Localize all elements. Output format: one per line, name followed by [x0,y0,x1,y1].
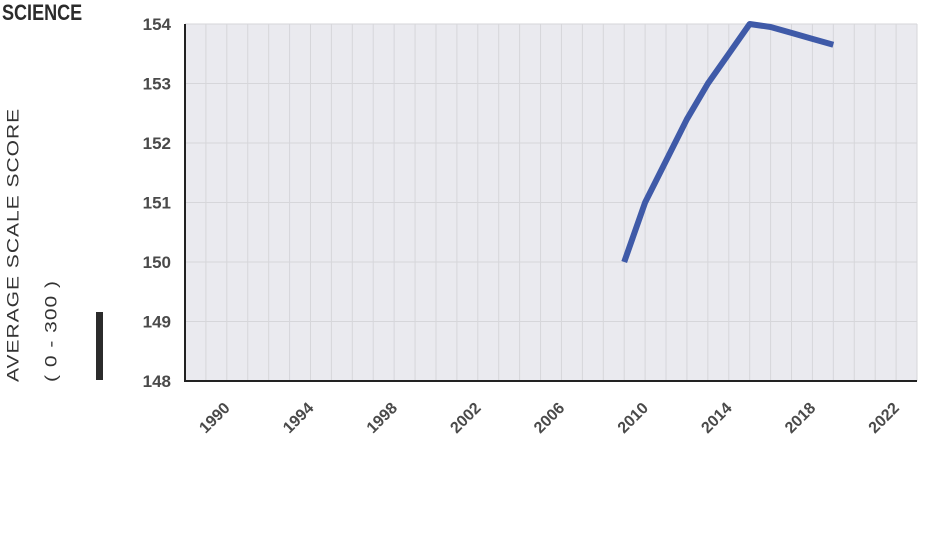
y-tick-label: 151 [143,194,171,213]
x-tick-label: 2006 [531,400,568,437]
y-tick-label: 149 [143,313,171,332]
series-line [621,21,835,263]
x-tick-label: 1998 [364,400,401,437]
y-tick-label: 152 [143,134,171,153]
x-tick-label: 2002 [447,400,484,437]
y-tick-label: 153 [143,75,171,94]
y-tick-label: 148 [143,372,171,391]
x-tick-label: 1994 [280,400,317,437]
y-axis-unit-marker [96,312,103,380]
y-tick-label: 150 [143,253,171,272]
y-tick-label: 154 [143,15,172,34]
x-tick-label: 1990 [196,400,233,437]
x-tick-label: 2022 [866,400,903,437]
x-tick-label: 2014 [698,400,735,437]
x-tick-label: 2010 [615,400,652,437]
chart-title: SCIENCE [2,0,83,25]
y-axis-label: AVERAGE SCALE SCORE ( 0 - 300 ) [0,0,110,540]
x-tick-label: 2018 [782,400,819,437]
